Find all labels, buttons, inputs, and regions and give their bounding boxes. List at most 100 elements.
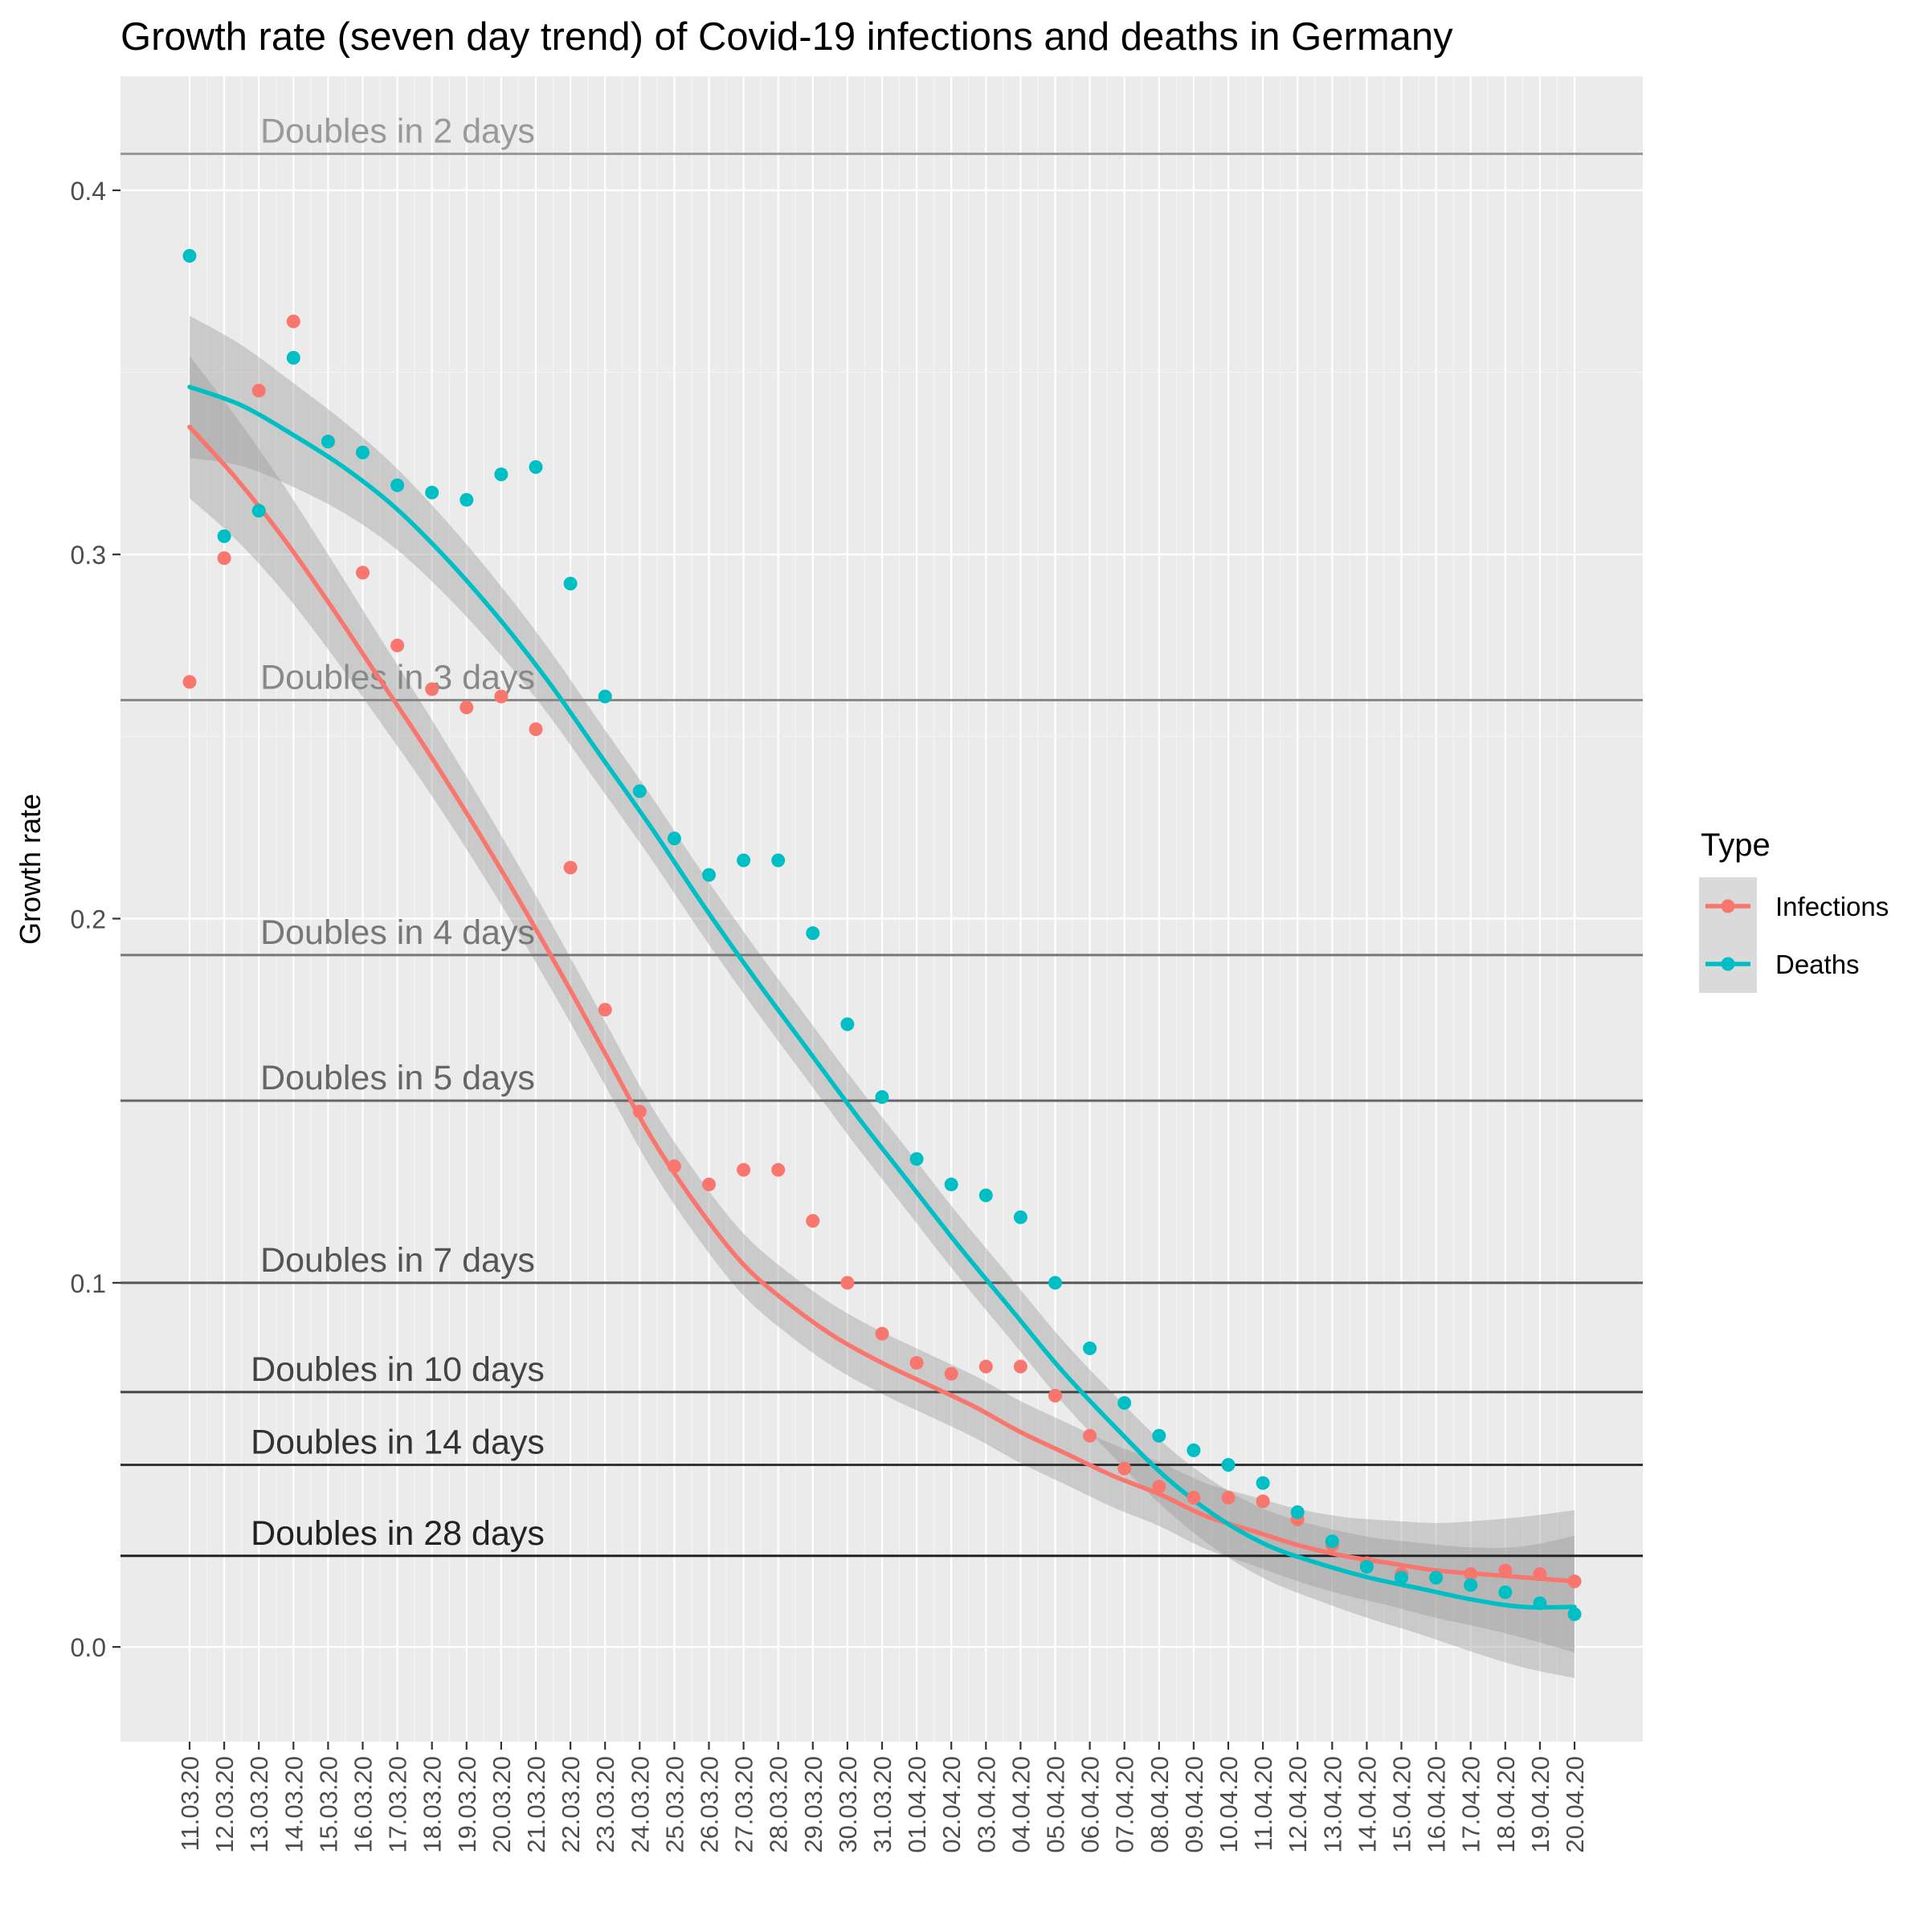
y-tick-label: 0.0 xyxy=(71,1633,106,1662)
x-tick-label: 20.04.20 xyxy=(1561,1756,1589,1853)
legend-title: Type xyxy=(1701,827,1771,863)
data-point xyxy=(702,1177,716,1191)
x-tick-label: 17.04.20 xyxy=(1457,1756,1485,1853)
data-point xyxy=(321,435,335,449)
y-tick-label: 0.1 xyxy=(71,1269,106,1298)
data-point xyxy=(1498,1585,1513,1599)
x-tick-label: 06.04.20 xyxy=(1076,1756,1105,1853)
y-tick-label: 0.3 xyxy=(71,541,106,570)
data-point xyxy=(1359,1559,1374,1574)
x-tick-label: 27.03.20 xyxy=(730,1756,758,1853)
data-point xyxy=(667,831,681,846)
data-point xyxy=(875,1326,889,1341)
data-point xyxy=(251,504,266,518)
reference-line-label: Doubles in 3 days xyxy=(260,659,535,697)
x-tick-label: 09.04.20 xyxy=(1180,1756,1208,1853)
data-point xyxy=(1567,1575,1582,1589)
x-tick-label: 15.03.20 xyxy=(314,1756,342,1853)
data-point xyxy=(217,529,231,544)
data-point xyxy=(702,868,716,882)
legend-label: Deaths xyxy=(1775,950,1860,979)
data-point xyxy=(806,1214,820,1228)
reference-lines: Doubles in 2 days Doubles in 3 days Double… xyxy=(120,112,1643,1558)
data-point xyxy=(286,314,300,329)
data-point xyxy=(1290,1505,1305,1519)
data-point xyxy=(390,639,405,653)
x-tick-label: 18.03.20 xyxy=(419,1756,447,1853)
x-tick-label: 04.04.20 xyxy=(1007,1756,1035,1853)
x-tick-label: 11.03.20 xyxy=(176,1756,204,1851)
data-point xyxy=(356,566,370,580)
data-point xyxy=(390,478,405,492)
data-point xyxy=(1256,1494,1270,1509)
x-tick-label: 12.04.20 xyxy=(1284,1756,1312,1853)
data-point xyxy=(529,460,543,474)
data-point xyxy=(1464,1578,1478,1592)
x-tick-label: 12.03.20 xyxy=(210,1756,239,1853)
data-point xyxy=(1498,1563,1513,1578)
data-point xyxy=(1187,1443,1201,1457)
legend-label: Infections xyxy=(1775,892,1889,921)
data-point xyxy=(771,1162,786,1177)
x-tick-label: 16.03.20 xyxy=(349,1756,378,1853)
x-tick-label: 11.04.20 xyxy=(1249,1756,1277,1851)
data-point xyxy=(978,1359,993,1374)
data-point xyxy=(944,1177,958,1191)
data-point xyxy=(1152,1428,1166,1443)
x-tick-label: 21.03.20 xyxy=(522,1756,550,1853)
data-point xyxy=(182,675,197,689)
data-point xyxy=(667,1159,681,1174)
x-tick-label: 29.03.20 xyxy=(799,1756,827,1853)
data-point xyxy=(909,1152,924,1166)
data-point xyxy=(1395,1571,1408,1585)
x-tick-label: 02.04.20 xyxy=(937,1756,966,1853)
data-point xyxy=(632,784,647,799)
x-tick-label: 15.04.20 xyxy=(1388,1756,1416,1853)
y-tick-label: 0.2 xyxy=(71,905,106,934)
data-point xyxy=(494,689,509,704)
data-point xyxy=(356,445,370,460)
data-point xyxy=(944,1366,958,1381)
legend-key-point xyxy=(1721,899,1735,913)
x-tick-label: 23.03.20 xyxy=(591,1756,619,1853)
trend-line xyxy=(187,424,1577,1584)
data-point xyxy=(1117,1461,1132,1476)
data-point xyxy=(1013,1210,1027,1224)
x-tick-label: 30.03.20 xyxy=(834,1756,862,1853)
data-point xyxy=(1533,1596,1547,1611)
data-point xyxy=(771,853,786,868)
data-point xyxy=(1013,1359,1027,1374)
legend: Type Infections Deaths xyxy=(1699,827,1889,993)
x-tick-label: 13.03.20 xyxy=(245,1756,273,1853)
x-tick-label: 14.04.20 xyxy=(1353,1756,1381,1853)
data-point xyxy=(425,485,439,500)
data-point xyxy=(737,1162,751,1177)
data-point xyxy=(1048,1276,1062,1290)
data-point xyxy=(875,1090,889,1105)
data-point xyxy=(737,853,751,868)
reference-line-label: Doubles in 7 days xyxy=(260,1241,535,1280)
x-tick-label: 18.04.20 xyxy=(1492,1756,1520,1853)
data-point xyxy=(806,926,820,941)
confidence-band xyxy=(190,316,1575,1678)
data-point xyxy=(1325,1534,1339,1549)
x-tick-label: 07.04.20 xyxy=(1111,1756,1139,1853)
data-point xyxy=(1256,1476,1270,1490)
data-point xyxy=(217,551,231,566)
x-tick-label: 16.04.20 xyxy=(1423,1756,1451,1853)
x-tick-label: 24.03.20 xyxy=(626,1756,654,1853)
x-tick-label: 19.03.20 xyxy=(453,1756,481,1853)
data-point xyxy=(1567,1607,1582,1621)
trend-lines xyxy=(187,384,1577,1610)
x-tick-label: 28.03.20 xyxy=(765,1756,793,1853)
data-point xyxy=(1117,1395,1132,1410)
data-point xyxy=(286,350,300,365)
data-point xyxy=(460,701,474,715)
x-tick-label: 31.03.20 xyxy=(868,1756,897,1853)
reference-line-label: Doubles in 4 days xyxy=(260,913,535,952)
x-tick-label: 03.04.20 xyxy=(972,1756,1000,1853)
data-point xyxy=(251,383,266,398)
x-tick-label: 13.04.20 xyxy=(1318,1756,1346,1853)
